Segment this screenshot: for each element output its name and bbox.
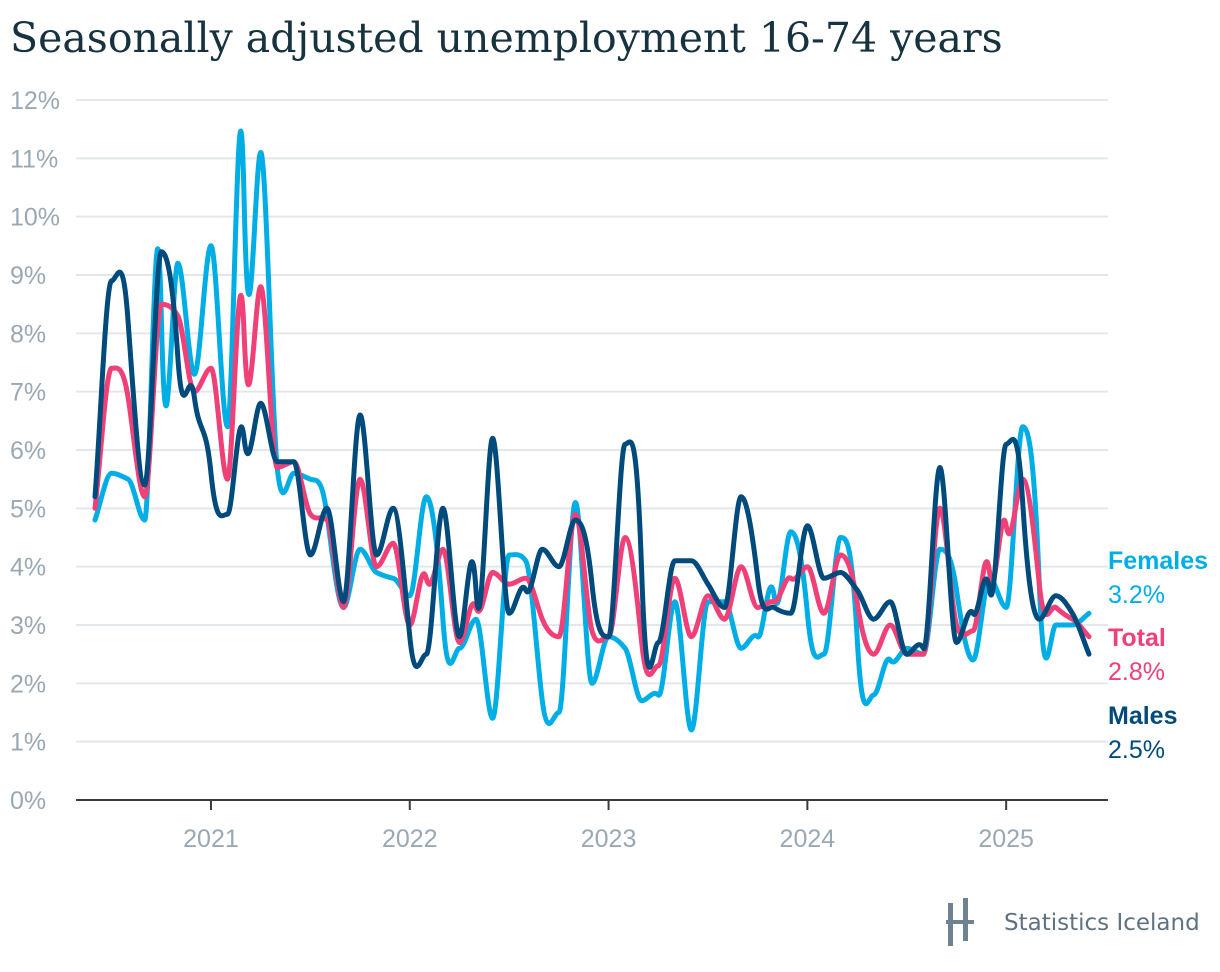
end-label-males-value: 2.5% (1108, 736, 1165, 764)
y-tick-label: 4% (10, 554, 46, 582)
y-tick-label: 3% (10, 612, 46, 640)
x-tick-label: 2023 (581, 825, 637, 853)
series-line-females (92, 128, 1092, 733)
x-tick-label: 2025 (978, 825, 1034, 853)
x-axis: 2021 2022 2023 2024 2025 (76, 799, 1108, 853)
y-tick-label: 11% (10, 145, 58, 173)
y-tick-label: 10% (10, 204, 60, 232)
series-line-males (92, 249, 1092, 670)
statistics-iceland-logo-text: Statistics Iceland (1004, 910, 1200, 936)
end-label-females-name: Females (1108, 547, 1208, 575)
y-tick-label: 7% (10, 379, 46, 407)
y-tick-label: 12% (10, 87, 60, 115)
y-tick-label: 9% (10, 262, 46, 290)
statistics-iceland-logo-icon (946, 898, 974, 946)
x-tick-label: 2022 (382, 825, 438, 853)
series-lines (92, 128, 1092, 733)
end-label-total-name: Total (1108, 624, 1166, 652)
end-label-males-name: Males (1108, 702, 1177, 730)
y-tick-label: 8% (10, 320, 46, 348)
y-axis-tick-labels: 0% 1% 2% 3% 4% 5% 6% 7% 8% 9% 10% 11% 12% (10, 87, 60, 815)
statistics-iceland-logo: Statistics Iceland (946, 898, 1200, 946)
chart-title: Seasonally adjusted unemployment 16-74 y… (10, 14, 1003, 62)
y-tick-label: 0% (10, 787, 46, 815)
y-tick-label: 6% (10, 437, 46, 465)
y-tick-label: 5% (10, 495, 46, 523)
end-labels: Females 3.2% Total 2.8% Males 2.5% (1108, 547, 1208, 764)
end-label-females-value: 3.2% (1108, 581, 1165, 609)
x-tick-label: 2021 (183, 825, 239, 853)
series-line-total (92, 284, 1092, 677)
y-tick-label: 1% (10, 729, 46, 757)
x-tick-label: 2024 (780, 825, 836, 853)
end-label-total-value: 2.8% (1108, 658, 1165, 686)
y-tick-label: 2% (10, 670, 46, 698)
